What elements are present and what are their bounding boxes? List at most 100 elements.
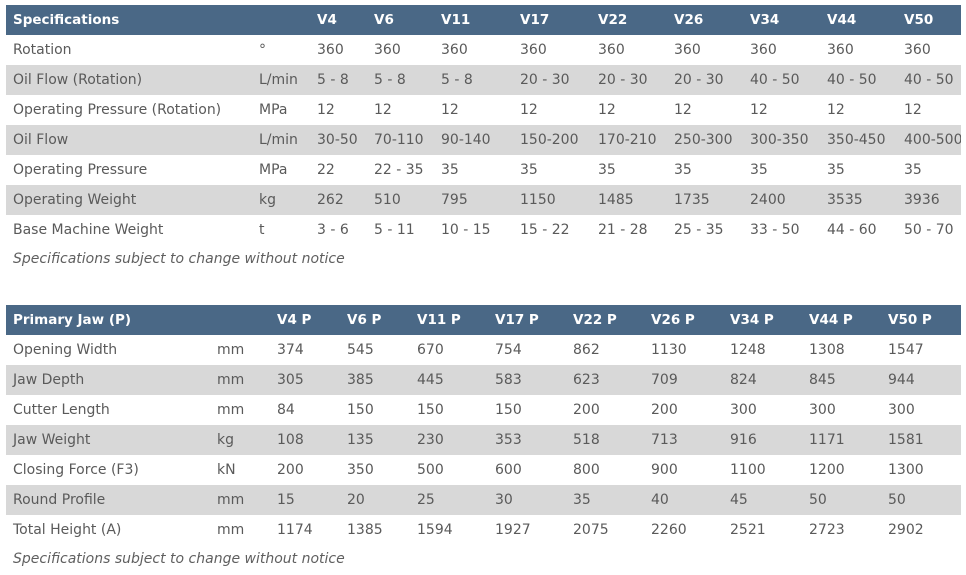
value-cell: 824 xyxy=(723,365,802,395)
value-cell: 360 xyxy=(520,42,547,58)
value-cell: 500 xyxy=(417,462,444,478)
table-row: Operating Pressure (Rotation) MPa 12 12 12 12… xyxy=(6,95,961,125)
value-cell: 12 xyxy=(904,102,922,118)
value-cell: 300 xyxy=(809,402,836,418)
unit-cell: mm xyxy=(210,365,270,395)
value-cell: 35 xyxy=(674,162,692,178)
value-cell: 5 - 8 xyxy=(367,65,434,95)
table-row: Operating Pressure MPa 22 22 - 35 35 35 35 35 35… xyxy=(6,155,961,185)
value-cell: 150 xyxy=(495,402,522,418)
value-cell: 2075 xyxy=(573,522,609,538)
table-title: Specifications xyxy=(6,5,252,35)
row-label: Base Machine Weight xyxy=(13,222,164,238)
value-cell: 445 xyxy=(410,365,488,395)
model-header: V44 P xyxy=(802,305,881,335)
value-cell: 40 - 50 xyxy=(820,65,897,95)
table-row: Closing Force (F3) kN 200 350 500 600 800 900 11… xyxy=(6,455,961,485)
value-cell: 305 xyxy=(270,365,340,395)
value-cell: 3 - 6 xyxy=(317,222,349,238)
table-row: Round Profile mm 15 20 25 30 35 40 45 50 50 xyxy=(6,485,961,515)
value-cell: 170-210 xyxy=(591,125,667,155)
row-label: Jaw Depth xyxy=(6,365,210,395)
row-label: Opening Width xyxy=(13,342,118,358)
primary-jaw-body: Opening Width mm 374 545 670 754 862 1130 1248 13… xyxy=(6,335,961,545)
value-cell: 150-200 xyxy=(513,125,591,155)
value-cell: 5 - 8 xyxy=(310,65,367,95)
value-cell: 360 xyxy=(317,42,344,58)
table-title: Primary Jaw (P) xyxy=(6,305,210,335)
value-cell: 400-500 xyxy=(897,125,961,155)
value-cell: 20 - 30 xyxy=(591,65,667,95)
value-cell: 1385 xyxy=(347,522,383,538)
value-cell: 350-450 xyxy=(820,125,897,155)
value-cell: 12 xyxy=(750,102,768,118)
value-cell: 12 xyxy=(827,102,845,118)
value-cell: 20 - 30 xyxy=(513,65,591,95)
value-cell: 360 xyxy=(750,42,777,58)
value-cell: 670 xyxy=(417,342,444,358)
value-cell: 15 xyxy=(270,485,340,515)
specifications-table: Specifications V4 V6 V11 V17 V22 V26 V34 V44 V50 … xyxy=(6,5,961,245)
value-cell: 545 xyxy=(347,342,374,358)
table-row: Jaw Depth mm 305 385 445 583 623 709 824 845 944 xyxy=(6,365,961,395)
primary-jaw-header: Primary Jaw (P) V4 P V6 P V11 P V17 P V22 P V2… xyxy=(6,305,961,335)
model-header: V17 xyxy=(513,5,591,35)
value-cell: 50 - 70 xyxy=(904,222,954,238)
table-row: Jaw Weight kg 108 135 230 353 518 713 916 1171 158… xyxy=(6,425,961,455)
value-cell: 360 xyxy=(441,42,468,58)
model-header: V4 xyxy=(310,5,367,35)
value-cell: 25 - 35 xyxy=(674,222,724,238)
value-cell: 3936 xyxy=(897,185,961,215)
value-cell: 45 xyxy=(723,485,802,515)
value-cell: 3535 xyxy=(820,185,897,215)
model-header: V4 P xyxy=(270,305,340,335)
unit-header xyxy=(252,5,310,35)
model-header: V26 P xyxy=(644,305,723,335)
model-header: V17 P xyxy=(488,305,566,335)
value-cell: 350 xyxy=(347,462,374,478)
table-row: Cutter Length mm 84 150 150 150 200 200 300 300 30… xyxy=(6,395,961,425)
value-cell: 40 - 50 xyxy=(897,65,961,95)
table-row: Base Machine Weight t 3 - 6 5 - 11 10 - 15 15… xyxy=(6,215,961,245)
specifications-note: Specifications subject to change without… xyxy=(13,251,345,267)
value-cell: 21 - 28 xyxy=(598,222,648,238)
value-cell: 900 xyxy=(651,462,678,478)
value-cell: 2521 xyxy=(730,522,766,538)
value-cell: 50 xyxy=(881,485,961,515)
value-cell: 518 xyxy=(566,425,644,455)
value-cell: 1200 xyxy=(809,462,845,478)
model-header: V50 xyxy=(897,5,961,35)
value-cell: 709 xyxy=(644,365,723,395)
value-cell: 200 xyxy=(573,402,600,418)
value-cell: 360 xyxy=(374,42,401,58)
value-cell: 5 - 8 xyxy=(434,65,513,95)
value-cell: 35 xyxy=(904,162,922,178)
value-cell: 1130 xyxy=(651,342,687,358)
unit-cell: t xyxy=(259,222,265,238)
value-cell: 150 xyxy=(417,402,444,418)
value-cell: 40 - 50 xyxy=(743,65,820,95)
row-label: Round Profile xyxy=(6,485,210,515)
value-cell: 90-140 xyxy=(434,125,513,155)
model-header: V6 xyxy=(367,5,434,35)
value-cell: 250-300 xyxy=(667,125,743,155)
value-cell: 1174 xyxy=(277,522,313,538)
table-row: Operating Weight kg 262 510 795 1150 1485 1735 2… xyxy=(6,185,961,215)
value-cell: 200 xyxy=(651,402,678,418)
value-cell: 2260 xyxy=(651,522,687,538)
unit-cell: MPa xyxy=(259,162,288,178)
row-label: Closing Force (F3) xyxy=(13,462,139,478)
value-cell: 35 xyxy=(750,162,768,178)
value-cell: 623 xyxy=(566,365,644,395)
model-header: V22 P xyxy=(566,305,644,335)
value-cell: 15 - 22 xyxy=(520,222,570,238)
value-cell: 12 xyxy=(598,102,616,118)
model-header: V44 xyxy=(820,5,897,35)
unit-cell: mm xyxy=(217,522,245,538)
specifications-header: Specifications V4 V6 V11 V17 V22 V26 V34 V44 V50 xyxy=(6,5,961,35)
value-cell: 1248 xyxy=(730,342,766,358)
value-cell: 12 xyxy=(674,102,692,118)
value-cell: 2902 xyxy=(888,522,924,538)
value-cell: 1300 xyxy=(888,462,924,478)
